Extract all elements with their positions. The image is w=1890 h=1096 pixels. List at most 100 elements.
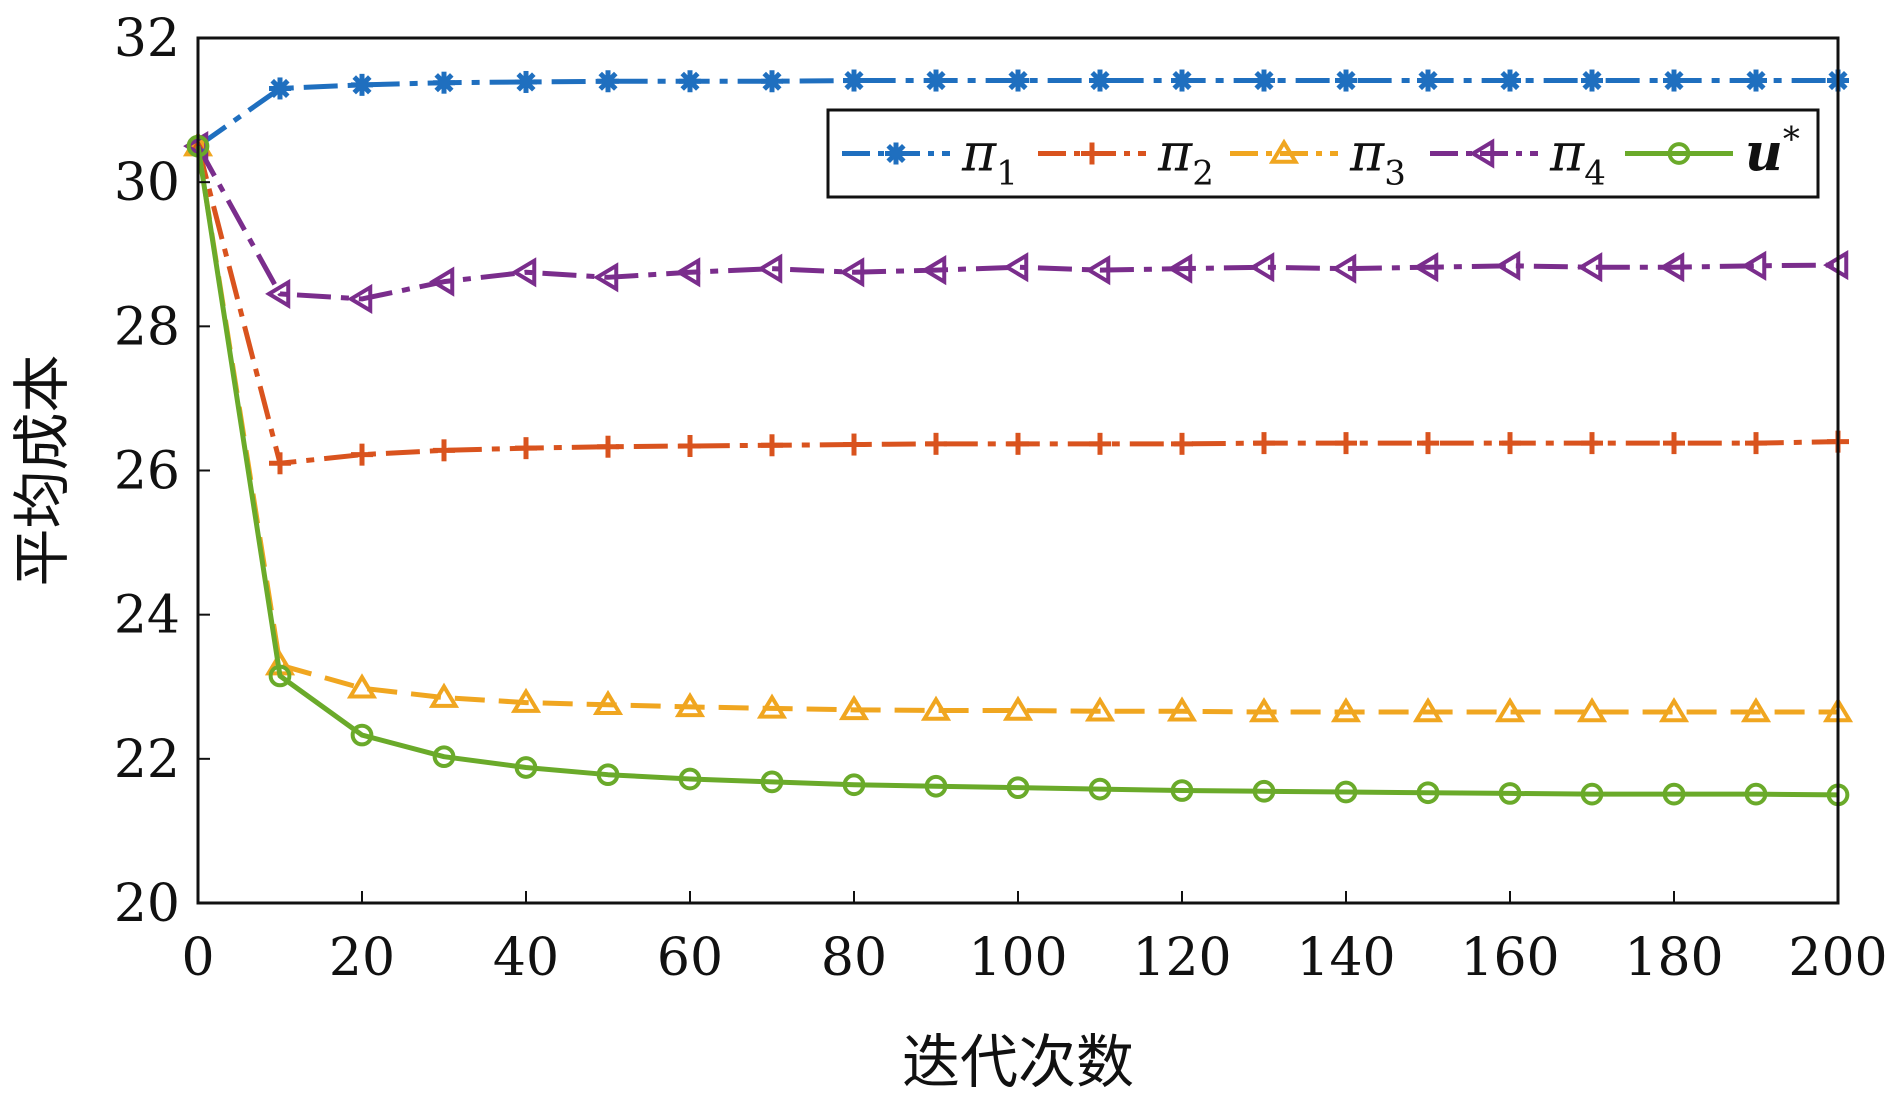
- triangle-left-marker: [921, 255, 947, 286]
- plus-marker: [433, 439, 455, 462]
- plus-marker: [1581, 432, 1603, 455]
- x-tick-label: 180: [1624, 928, 1723, 988]
- asterisk-marker: [1171, 69, 1193, 92]
- plus-marker: [1499, 432, 1521, 455]
- circle-marker: [1252, 779, 1276, 803]
- triangle-left-marker: [1577, 252, 1603, 283]
- triangle-left-marker: [265, 278, 291, 309]
- legend-entry: π1: [842, 124, 1018, 194]
- y-tick-label: 32: [114, 9, 180, 69]
- triangle-marker: [510, 687, 542, 713]
- plus-marker: [351, 443, 373, 466]
- circle-marker: [596, 763, 620, 787]
- legend-entry: π3: [1230, 124, 1406, 194]
- triangle-marker: [1084, 696, 1116, 722]
- asterisk-marker: [1499, 69, 1521, 92]
- triangle-left-marker: [1495, 250, 1521, 281]
- x-tick-label: 200: [1788, 928, 1887, 988]
- y-tick-label: 28: [114, 297, 180, 357]
- y-tick-label: 22: [114, 730, 180, 790]
- circle-marker: [1662, 782, 1686, 806]
- plus-marker: [1663, 432, 1685, 455]
- circle-marker: [514, 756, 538, 779]
- asterisk-marker: [269, 77, 291, 100]
- circle-marker: [1580, 782, 1604, 806]
- triangle-left-marker: [1167, 253, 1193, 284]
- circle-marker: [760, 770, 784, 794]
- asterisk-marker: [843, 69, 865, 92]
- triangle-left-marker: [839, 257, 865, 288]
- circle-marker: [678, 767, 702, 791]
- axis-ticks: 0 20 40 60 80 100 120 140 160 180 2002022242628303…: [114, 9, 1888, 988]
- x-tick-label: 160: [1460, 928, 1559, 988]
- circle-marker: [842, 773, 866, 797]
- asterisk-marker: [761, 70, 783, 93]
- circle-marker: [1416, 781, 1440, 805]
- asterisk-marker: [351, 73, 373, 96]
- triangle-marker: [1658, 697, 1690, 723]
- series-line: [195, 144, 1839, 302]
- legend-entry: u*: [1625, 120, 1800, 184]
- asterisk-marker: [925, 69, 947, 92]
- asterisk-marker: [1581, 69, 1603, 92]
- triangle-left-marker: [1003, 252, 1029, 283]
- asterisk-marker: [433, 71, 455, 94]
- y-axis-title: 平均成本: [8, 354, 76, 586]
- plus-marker: [925, 432, 947, 455]
- plus-marker: [843, 433, 865, 456]
- circle-marker: [1498, 782, 1522, 805]
- legend-label: π1: [961, 124, 1018, 194]
- triangle-marker: [1576, 697, 1608, 723]
- y-tick-label: 26: [114, 442, 180, 502]
- triangle-marker: [756, 693, 788, 719]
- triangle-marker: [1494, 697, 1526, 723]
- series-π3: [182, 131, 1854, 723]
- triangle-left-marker: [1331, 253, 1357, 284]
- triangle-marker: [838, 694, 870, 721]
- plus-marker: [1745, 432, 1767, 455]
- triangle-marker: [592, 689, 624, 716]
- legend-label: u*: [1745, 120, 1800, 184]
- legend-label: π4: [1549, 124, 1606, 194]
- circle-marker: [268, 664, 292, 688]
- plus-marker: [1007, 432, 1029, 455]
- legend-entry: π2: [1038, 124, 1214, 194]
- circle-marker: [924, 774, 948, 798]
- legend-entry: π4: [1430, 124, 1606, 194]
- legend: π1 π2 π3 π4 u*: [826, 108, 1820, 199]
- circle-marker: [350, 723, 374, 747]
- asterisk-marker: [679, 70, 701, 93]
- plus-marker: [1417, 432, 1439, 455]
- asterisk-marker: [1663, 69, 1685, 92]
- plus-marker: [761, 434, 783, 457]
- triangle-left-marker: [1659, 252, 1685, 283]
- triangle-marker: [1740, 697, 1772, 723]
- triangle-left-marker: [757, 253, 783, 284]
- asterisk-marker: [1253, 69, 1275, 92]
- triangle-left-marker: [1741, 250, 1767, 281]
- triangle-marker: [1002, 695, 1034, 721]
- plus-marker: [679, 434, 701, 457]
- x-tick-label: 20: [329, 928, 395, 988]
- triangle-marker: [1412, 697, 1444, 723]
- circle-marker: [432, 745, 456, 769]
- triangle-marker: [1330, 697, 1362, 723]
- plus-marker: [515, 437, 537, 460]
- y-tick-label: 30: [114, 153, 180, 213]
- y-tick-label: 24: [114, 586, 180, 646]
- series-layer: [182, 69, 1854, 807]
- series-ustar: [186, 134, 1850, 807]
- triangle-marker: [1268, 138, 1300, 164]
- asterisk-marker: [1007, 69, 1029, 92]
- legend-label: π2: [1157, 124, 1214, 194]
- triangle-marker: [920, 695, 952, 721]
- triangle-marker: [346, 673, 378, 699]
- asterisk-marker: [1745, 69, 1767, 92]
- plus-marker: [1081, 142, 1103, 165]
- series-line: [195, 145, 1838, 715]
- plus-marker: [269, 452, 291, 475]
- triangle-left-marker: [593, 262, 619, 293]
- plus-marker: [1089, 432, 1111, 455]
- triangle-marker: [428, 682, 460, 708]
